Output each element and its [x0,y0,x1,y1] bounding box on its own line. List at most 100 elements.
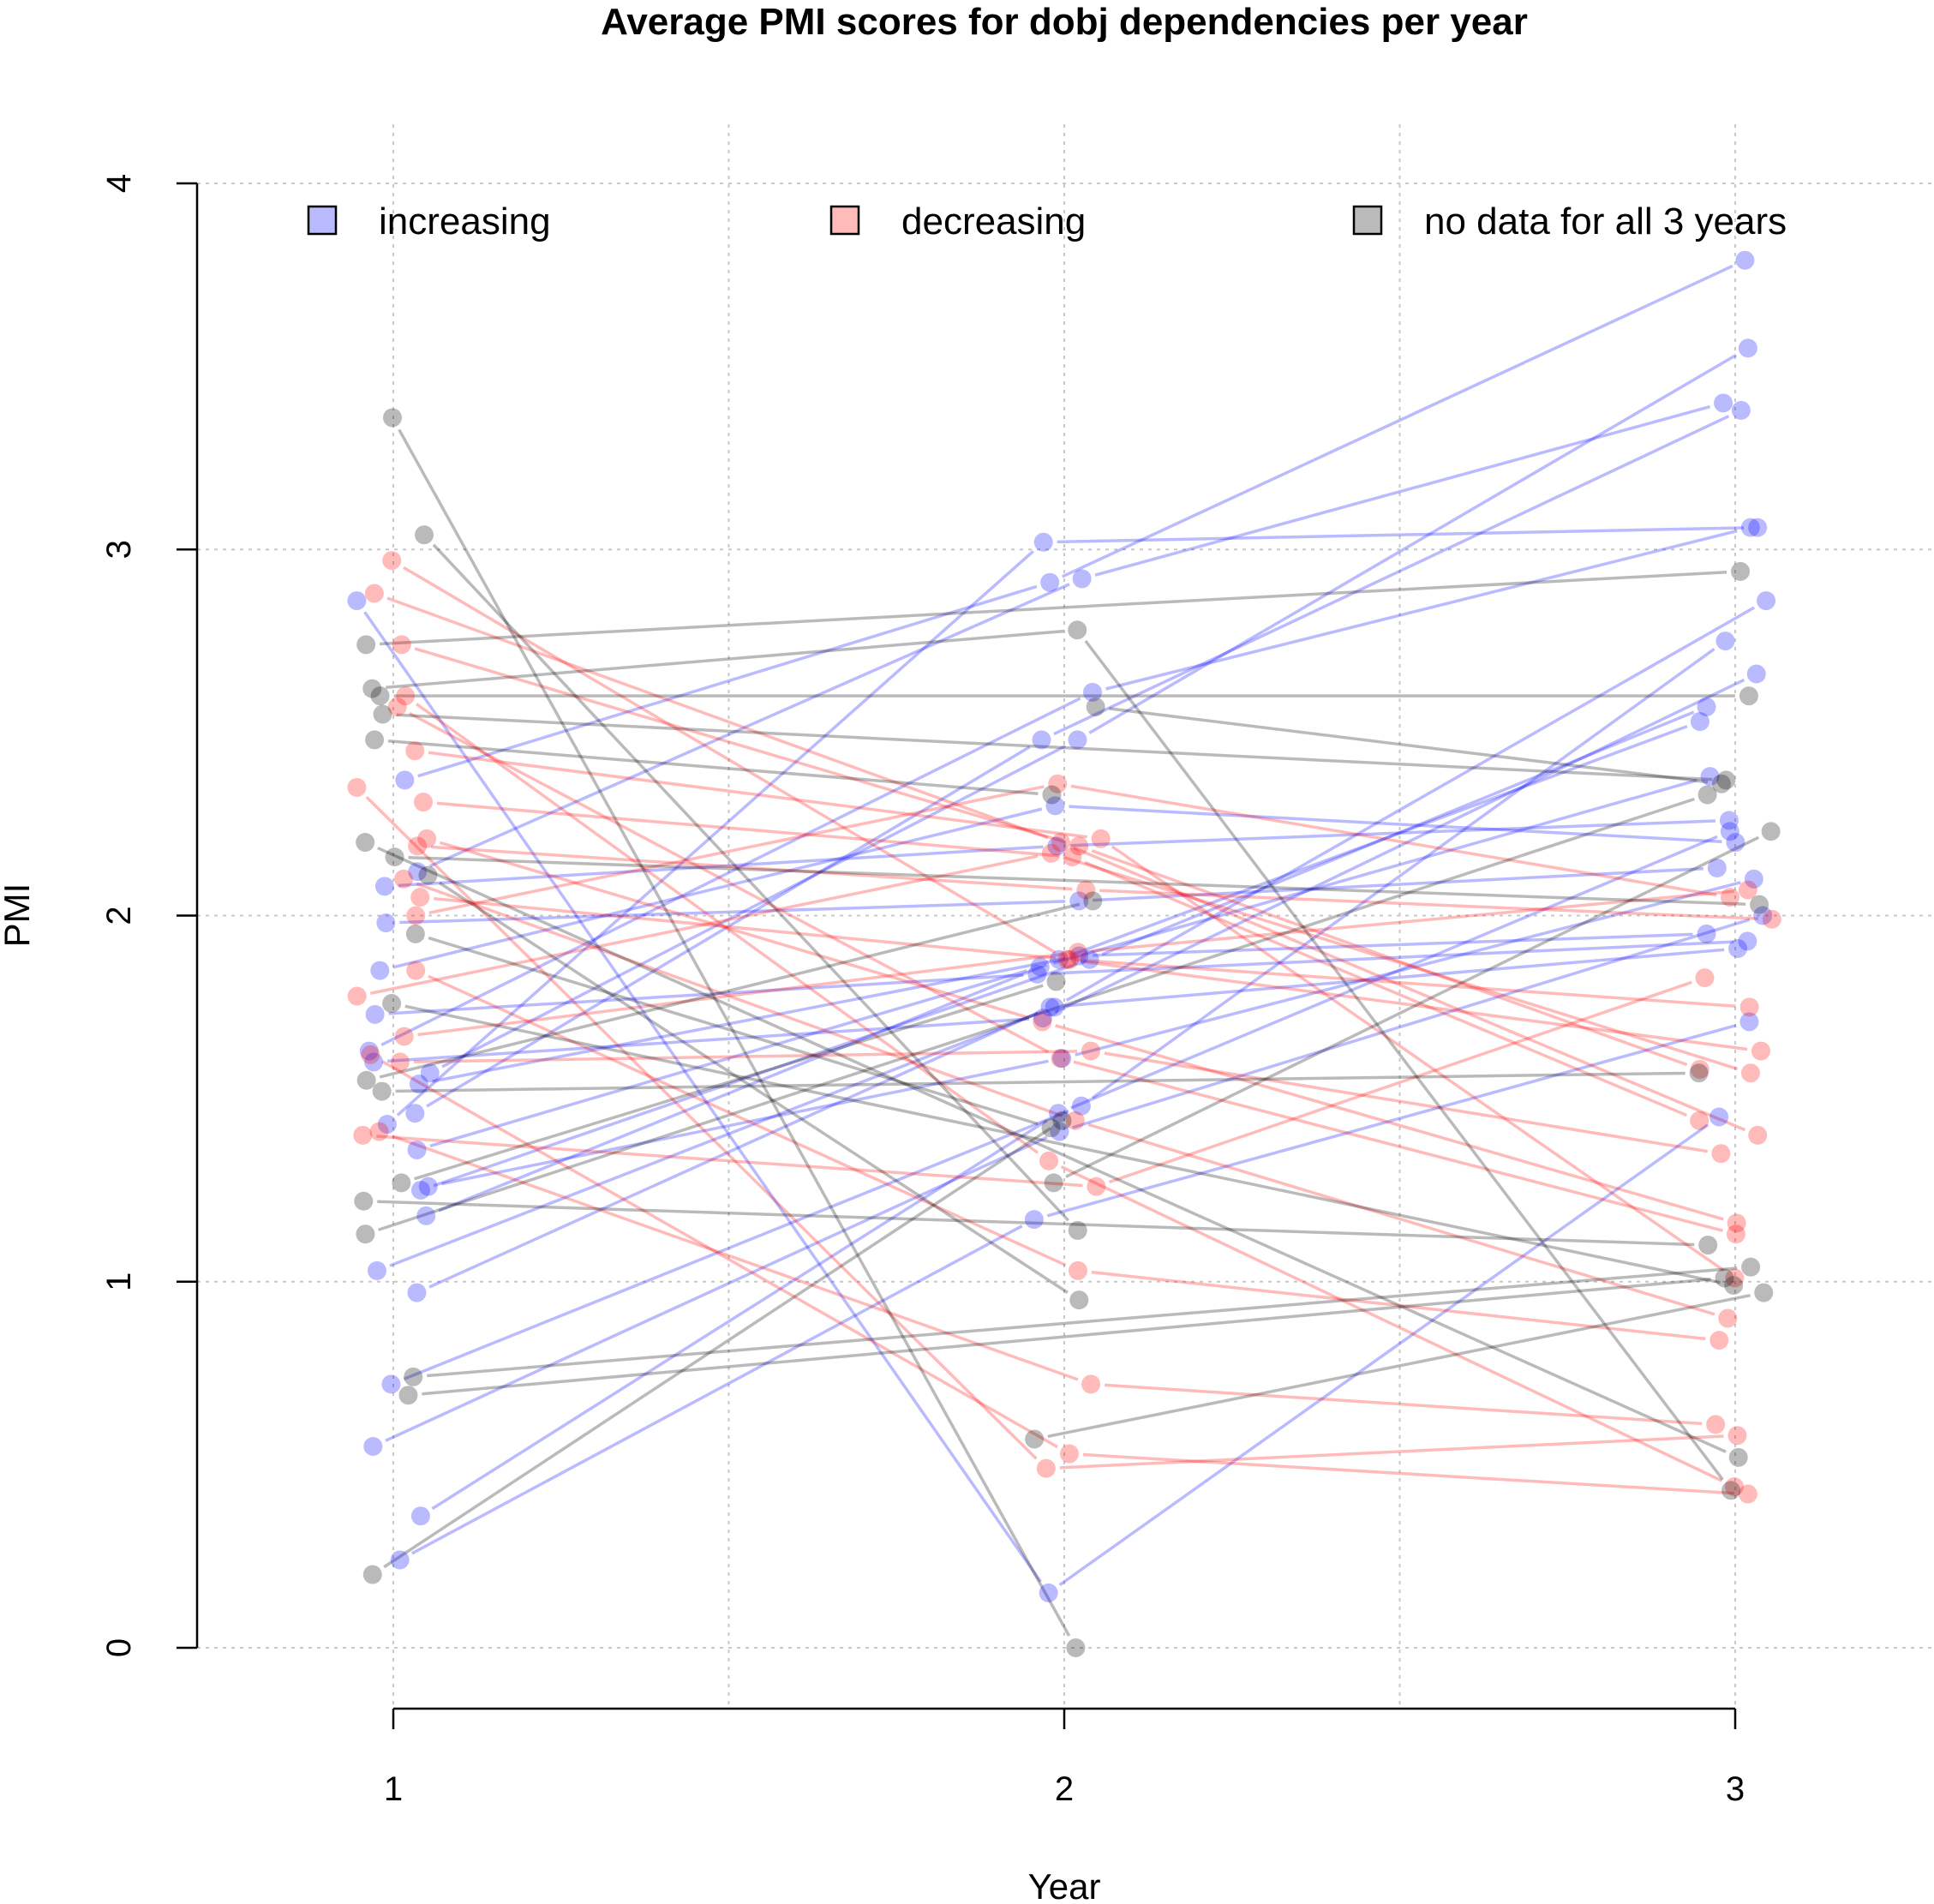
y-tick-label-0: 0 [100,1638,138,1657]
series-12-segment-1 [1075,881,1741,1057]
series-8-segment-1 [1065,606,1756,1002]
series-12-point-2 [1744,869,1763,889]
x-ticks: 1 2 3 [384,1709,1745,1808]
series-25-segment-0 [408,711,1050,1054]
series-23-point-1 [1057,949,1077,969]
series-4-point-2 [1731,400,1751,420]
series-12-point-0 [418,1177,438,1196]
series-14-point-2 [1728,938,1748,958]
series-36-point-1 [1081,1374,1101,1394]
series-23-point-0 [382,551,402,571]
series-10-point-0 [407,1140,427,1159]
series-11-segment-0 [392,807,1043,969]
series-61-point-0 [398,1386,418,1405]
series-40-point-0 [390,1052,410,1072]
series-60-point-2 [1741,1257,1761,1277]
series-52-point-0 [385,847,404,867]
series-17-point-1 [1069,891,1089,911]
series-2-point-1 [1083,682,1103,702]
series-42-segment-1 [1091,889,1735,953]
series-0-segment-0 [417,584,1038,778]
series-61-segment-0 [422,1278,1711,1396]
series-56-segment-0 [395,1071,1686,1093]
series-15-segment-0 [432,956,1066,1083]
series-62-point-0 [362,1565,382,1584]
series-41-point-0 [347,777,367,797]
series-7-point-1 [1071,1096,1091,1116]
series-38-point-1 [1041,843,1061,863]
series-13-point-1 [1050,1122,1069,1141]
series-50-segment-0 [377,846,1727,1453]
data-points [347,250,1781,1657]
series-58-point-2 [1698,1236,1718,1255]
series-6-segment-0 [433,962,1078,1188]
series-5-segment-1 [1054,678,1745,1014]
series-38-point-0 [347,986,367,1006]
series-42-point-2 [1738,880,1757,900]
series-56-point-0 [372,1081,392,1101]
series-3-segment-1 [1094,404,1711,577]
series-5-point-1 [1033,1009,1052,1028]
series-37-segment-0 [428,785,1045,914]
series-46-segment-1 [1084,639,1724,1481]
series-17-segment-1 [1093,867,1703,902]
series-57-point-1 [1046,972,1066,991]
series-12-segment-0 [441,1059,1049,1186]
series-46-point-2 [1721,1481,1741,1500]
series-37-point-2 [1720,888,1739,907]
series-21-point-0 [347,591,367,611]
series-4-segment-1 [1053,415,1730,736]
series-37-segment-1 [1070,784,1717,897]
series-48-point-2 [1716,770,1736,790]
series-53-point-1 [1041,1118,1061,1138]
series-47-point-2 [1739,686,1758,706]
series-9-point-1 [1049,1104,1069,1123]
x-tick-label-0: 1 [384,1770,403,1808]
series-28-point-0 [413,793,433,812]
series-26-segment-1 [1060,1165,1723,1482]
series-55-point-1 [1083,891,1103,911]
series-57-segment-0 [414,984,1044,1181]
series-63-point-1 [1086,697,1105,716]
series-34-segment-1 [1108,980,1692,1184]
series-64-segment-0 [1047,1294,1751,1439]
series-2-segment-0 [380,697,1081,1047]
series-33-point-0 [410,888,430,907]
series-23-segment-0 [403,566,1057,955]
series-18-point-2 [1719,811,1739,830]
series-0-segment-1 [1061,264,1733,578]
series-46-point-0 [362,679,382,698]
series-3-point-2 [1714,393,1733,413]
series-29-segment-1 [1087,1123,1715,1316]
series-35-segment-1 [1073,846,1746,1132]
series-25-segment-1 [1073,1060,1723,1232]
series-39-segment-1 [1099,889,1758,920]
series-38-segment-0 [370,854,1039,995]
series-16-segment-0 [410,1224,1023,1555]
series-58-point-0 [354,1191,374,1211]
series-34-point-2 [1695,968,1715,988]
series-42-point-1 [1068,943,1087,962]
y-axis-label: PMI [0,883,37,948]
series-1-segment-1 [1088,353,1737,734]
series-63-segment-0 [1109,707,1709,784]
series-25-point-1 [1051,1049,1070,1069]
series-59-segment-0 [378,797,1695,1231]
series-18-point-0 [374,877,394,896]
series-48-point-0 [373,704,392,724]
series-22-segment-1 [1057,526,1745,544]
series-41-segment-1 [1059,1434,1724,1470]
series-42-point-0 [394,1027,414,1046]
series-44-point-0 [415,525,434,545]
series-35-point-0 [364,584,384,603]
series-3-point-0 [408,862,428,882]
series-9-point-0 [410,1506,430,1526]
series-6-point-1 [1080,949,1099,969]
series-33-segment-1 [1083,959,1736,1008]
series-19-point-2 [1690,712,1709,732]
series-14-segment-1 [1063,948,1725,1008]
series-5-segment-0 [386,1017,1030,1063]
series-1-point-2 [1738,338,1757,358]
series-21-point-2 [1709,1107,1729,1127]
series-32-segment-1 [1082,1452,1735,1495]
